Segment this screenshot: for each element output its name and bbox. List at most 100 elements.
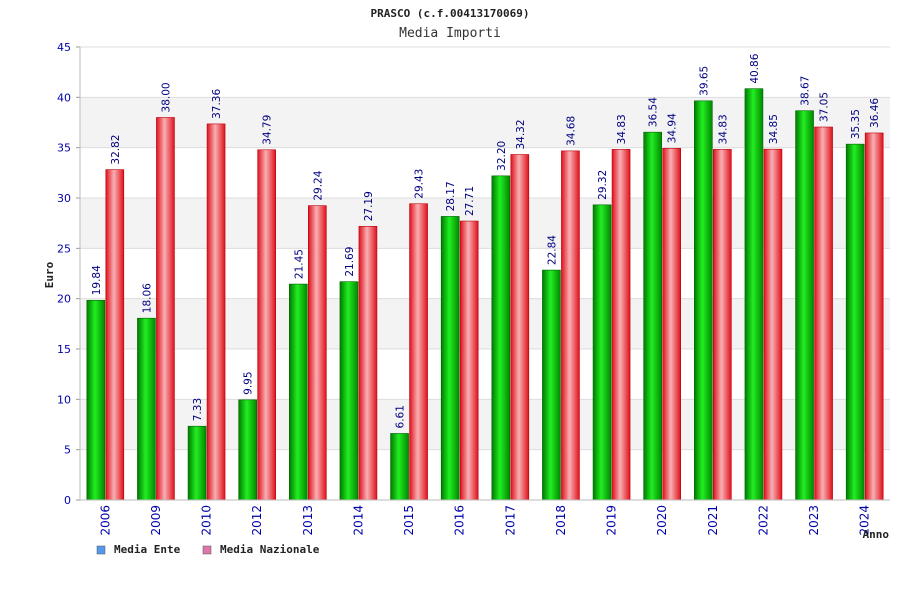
data-label-media-nazionale: 27.71 — [464, 186, 476, 216]
x-tick-label: 2010 — [200, 505, 214, 536]
bar-media-nazionale — [763, 148, 783, 501]
x-tick-label: 2006 — [98, 505, 112, 536]
y-tick-label: 0 — [64, 494, 71, 507]
bar-media-ente — [137, 317, 156, 501]
bar-media-ente — [845, 143, 865, 501]
plot-band — [80, 47, 890, 98]
bar-media-nazionale — [814, 126, 833, 501]
x-tick-label: 2015 — [402, 505, 416, 536]
bar-media-ente — [643, 131, 662, 501]
data-label-media-nazionale: 37.36 — [211, 89, 223, 119]
legend-swatch-media-ente — [96, 545, 106, 555]
x-tick-label: 2012 — [250, 505, 264, 536]
bar-media-nazionale — [358, 225, 378, 501]
y-tick-label: 20 — [57, 293, 71, 306]
data-label-media-ente: 28.17 — [445, 181, 457, 211]
data-label-media-ente: 22.84 — [546, 235, 558, 265]
y-tick-label: 10 — [57, 393, 71, 406]
data-label-media-ente: 9.95 — [243, 371, 255, 394]
bar-media-ente — [592, 204, 612, 501]
bars — [86, 88, 884, 501]
x-tick-label: 2020 — [655, 505, 669, 536]
bar-media-nazionale — [257, 149, 276, 501]
bar-media-ente — [744, 88, 764, 501]
bar-media-ente — [187, 425, 207, 501]
data-label-media-ente: 32.20 — [496, 141, 508, 171]
x-axis-ticks: 2006 2009 2010 2012 2013 2014 2015 2016 2017 2018… — [98, 505, 871, 536]
legend: Media Ente Media Nazionale — [96, 543, 320, 556]
bar-media-nazionale — [459, 220, 479, 501]
bar-media-nazionale — [105, 169, 125, 501]
data-label-media-nazionale: 32.82 — [110, 135, 122, 165]
y-tick-label: 35 — [57, 142, 71, 155]
x-tick-label: 2017 — [503, 505, 517, 536]
data-label-media-nazionale: 29.24 — [312, 170, 324, 200]
data-label-media-nazionale: 34.83 — [616, 114, 628, 144]
bar-media-ente — [390, 433, 409, 501]
chart-title: PRASCO (c.f.00413170069) — [371, 7, 530, 20]
data-label-media-ente: 7.33 — [192, 398, 204, 421]
y-tick-label: 45 — [57, 41, 71, 54]
data-label-media-ente: 40.86 — [749, 53, 761, 83]
data-label-media-ente: 19.84 — [91, 265, 103, 295]
bar-media-ente — [795, 110, 814, 501]
data-label-media-ente: 39.65 — [698, 66, 710, 96]
x-tick-label: 2009 — [149, 505, 163, 536]
data-label-media-ente: 29.32 — [597, 170, 609, 200]
bar-media-ente — [694, 100, 713, 501]
legend-swatch-media-nazionale — [202, 545, 212, 555]
data-label-media-ente: 36.54 — [648, 97, 660, 127]
data-label-media-nazionale: 34.79 — [262, 115, 274, 145]
x-tick-label: 2016 — [453, 505, 467, 536]
legend-label-media-nazionale: Media Nazionale — [220, 543, 320, 556]
bar-media-nazionale — [510, 154, 530, 501]
x-axis-label: Anno — [863, 528, 890, 541]
x-tick-label: 2014 — [351, 505, 365, 536]
bar-media-ente — [491, 175, 511, 501]
data-label-media-nazionale: 37.05 — [819, 92, 831, 122]
bar-media-nazionale — [561, 150, 580, 501]
y-tick-label: 25 — [57, 242, 71, 255]
data-label-media-nazionale: 34.68 — [565, 116, 577, 146]
data-label-media-ente: 21.69 — [344, 247, 356, 277]
x-tick-label: 2018 — [554, 505, 568, 536]
bar-media-nazionale — [206, 123, 226, 501]
x-tick-label: 2024 — [858, 505, 872, 536]
bar-media-ente — [86, 299, 106, 501]
x-tick-label: 2022 — [756, 505, 770, 536]
data-label-media-nazionale: 29.43 — [414, 169, 426, 199]
chart-subtitle: Media Importi — [399, 26, 501, 41]
bar-media-ente — [289, 283, 308, 501]
bar-media-ente — [238, 399, 257, 501]
x-tick-label: 2019 — [605, 505, 619, 536]
y-tick-label: 15 — [57, 343, 71, 356]
bar-media-nazionale — [662, 147, 681, 501]
data-label-media-nazionale: 34.94 — [667, 113, 679, 143]
bar-media-nazionale — [156, 117, 175, 501]
bar-media-ente — [440, 216, 460, 501]
bar-media-nazionale — [308, 205, 327, 501]
data-labels: 19.84 32.82 18.06 38.00 7.33 37.36 9.95 34.79 21… — [91, 53, 881, 428]
x-tick-label: 2021 — [706, 505, 720, 536]
data-label-media-ente: 21.45 — [293, 249, 305, 279]
x-tick-label: 2013 — [301, 505, 315, 536]
y-tick-label: 40 — [57, 91, 71, 104]
data-label-media-nazionale: 34.32 — [515, 119, 527, 149]
y-tick-label: 30 — [57, 192, 71, 205]
data-label-media-ente: 35.35 — [850, 109, 862, 139]
y-axis-label: Euro — [43, 261, 56, 288]
bar-media-nazionale — [611, 149, 631, 501]
bar-media-ente — [339, 281, 359, 501]
data-label-media-nazionale: 27.19 — [363, 191, 375, 221]
bar-media-nazionale — [713, 149, 732, 501]
legend-label-media-ente: Media Ente — [114, 543, 181, 556]
data-label-media-ente: 18.06 — [141, 283, 153, 313]
x-tick-label: 2023 — [807, 505, 821, 536]
data-label-media-nazionale: 38.00 — [160, 82, 172, 112]
data-label-media-ente: 6.61 — [395, 405, 407, 428]
y-tick-label: 5 — [64, 444, 71, 457]
bar-media-ente — [542, 269, 561, 501]
data-label-media-nazionale: 34.85 — [768, 114, 780, 144]
data-label-media-nazionale: 36.46 — [869, 98, 881, 128]
